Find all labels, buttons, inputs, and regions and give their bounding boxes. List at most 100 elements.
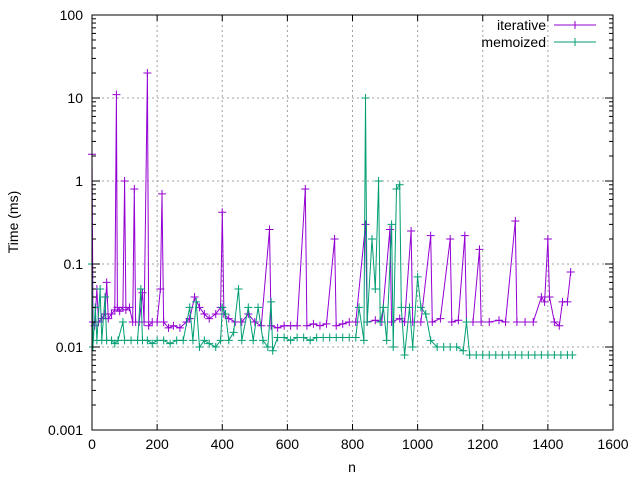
memoized-point xyxy=(416,303,425,312)
iterative-point xyxy=(495,316,504,325)
series-iterative xyxy=(88,69,575,332)
iterative-point xyxy=(555,321,564,330)
iterative-point xyxy=(460,231,469,240)
y-tick-label: 10 xyxy=(67,90,83,106)
y-axis-label: Time (ms) xyxy=(5,191,21,253)
iterative-point xyxy=(120,177,129,185)
memoized-point xyxy=(395,180,404,189)
iterative-point xyxy=(302,321,311,330)
memoized-point xyxy=(229,328,238,337)
memoized-point xyxy=(143,336,152,345)
iterative-point xyxy=(485,318,494,327)
memoized-point xyxy=(363,318,372,327)
iterative-point xyxy=(156,284,165,293)
x-tick-label: 1200 xyxy=(467,436,498,452)
memoized-point xyxy=(195,343,204,351)
iterative-point xyxy=(351,318,360,327)
ticks: 0 200 400 600 800 1000 1200 1400 1600 0.001 0.01 0.… xyxy=(48,7,629,452)
iterative-point xyxy=(446,235,455,244)
memoized-point xyxy=(376,318,385,327)
iterative-point xyxy=(293,321,302,330)
memoized-point xyxy=(387,220,396,229)
iterative-point xyxy=(315,321,324,330)
iterative-point xyxy=(169,321,178,330)
iterative-point xyxy=(454,316,463,325)
iterative-point xyxy=(190,293,199,302)
iterative-point xyxy=(477,318,486,327)
memoized-point xyxy=(371,284,380,293)
memoized-point xyxy=(452,343,461,351)
memoized-point xyxy=(254,303,263,312)
iterative-point xyxy=(218,208,227,217)
memoized-point xyxy=(136,284,145,293)
memoized-point xyxy=(280,333,289,342)
memoized-point xyxy=(426,336,435,345)
memoized-point xyxy=(188,336,197,345)
iterative-point xyxy=(563,297,572,306)
iterative-point xyxy=(540,297,549,306)
x-tick-label: 600 xyxy=(276,436,300,452)
iterative-point xyxy=(102,278,111,287)
iterative-point xyxy=(537,293,546,302)
memoized-point xyxy=(379,303,388,312)
memoized-point xyxy=(244,303,253,312)
y-tick-label: 100 xyxy=(60,7,84,23)
iterative-point xyxy=(144,321,153,330)
legend-label-iterative: iterative xyxy=(497,17,546,33)
memoized-point xyxy=(382,336,391,345)
memoized-point xyxy=(258,336,267,345)
iterative-point xyxy=(332,321,341,330)
memoized-point xyxy=(359,336,368,345)
x-tick-label: 1400 xyxy=(532,436,563,452)
iterative-point xyxy=(426,231,435,240)
memoized-point xyxy=(397,303,406,312)
iterative-point xyxy=(338,319,347,328)
iterative-point xyxy=(301,185,310,194)
memoized-point xyxy=(405,303,414,312)
iterative-point xyxy=(408,318,417,327)
memoized-point xyxy=(216,336,225,345)
series-memoized xyxy=(88,94,577,360)
iterative-point xyxy=(265,225,274,234)
iterative-point xyxy=(511,216,520,225)
memoized-point xyxy=(185,303,194,312)
iterative-point xyxy=(211,309,220,318)
iterative-point xyxy=(273,323,282,332)
memoized-point xyxy=(368,235,377,244)
memoized-point xyxy=(413,272,422,281)
memoized-point xyxy=(192,297,201,306)
iterative-point xyxy=(322,319,331,328)
memoized-point xyxy=(221,309,230,318)
iterative-point xyxy=(385,225,394,234)
iterative-point xyxy=(407,226,416,235)
memoized-point xyxy=(118,318,127,327)
y-tick-label: 0.01 xyxy=(56,339,83,355)
iterative-point xyxy=(250,318,259,327)
memoized-point xyxy=(96,284,105,293)
iterative-point xyxy=(175,323,184,332)
iterative-line xyxy=(91,72,572,329)
iterative-point xyxy=(143,69,152,78)
iterative-point xyxy=(361,220,370,229)
memoized-point xyxy=(568,351,577,360)
x-tick-label: 1600 xyxy=(597,436,628,452)
memoized-point xyxy=(286,336,295,345)
memoized-point xyxy=(462,318,471,327)
iterative-point xyxy=(436,314,445,323)
memoized-point xyxy=(268,346,277,355)
x-tick-label: 1000 xyxy=(402,436,433,452)
iterative-point xyxy=(125,303,134,312)
memoized-point xyxy=(459,346,468,355)
memoized-point xyxy=(200,336,209,345)
iterative-point xyxy=(158,189,167,198)
iterative-point xyxy=(550,318,559,327)
memoized-point xyxy=(267,297,276,306)
legend-label-memoized: memoized xyxy=(481,34,546,50)
iterative-point xyxy=(387,318,396,327)
iterative-point xyxy=(205,314,214,323)
iterative-point xyxy=(512,318,521,327)
memoized-point xyxy=(249,336,258,345)
series-layer xyxy=(88,69,577,360)
